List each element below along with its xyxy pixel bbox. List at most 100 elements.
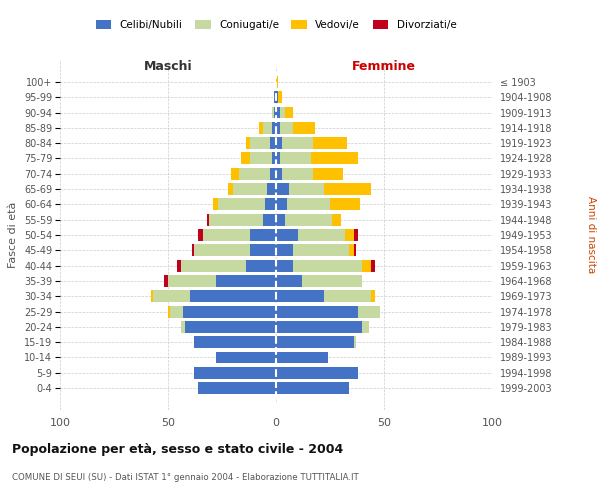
Bar bbox=[276, 76, 278, 88]
Bar bbox=[168, 275, 215, 287]
Bar bbox=[153, 290, 190, 302]
Bar bbox=[302, 275, 362, 287]
Bar bbox=[239, 168, 269, 179]
Bar bbox=[194, 336, 276, 348]
Bar bbox=[215, 352, 276, 364]
Bar bbox=[276, 229, 298, 241]
Bar bbox=[209, 214, 263, 226]
Bar bbox=[293, 244, 349, 256]
Bar bbox=[280, 122, 293, 134]
Bar bbox=[311, 152, 358, 164]
Bar bbox=[289, 183, 323, 195]
Bar bbox=[151, 290, 153, 302]
Bar bbox=[298, 229, 345, 241]
Bar bbox=[276, 137, 283, 149]
Bar bbox=[349, 244, 354, 256]
Bar bbox=[276, 214, 284, 226]
Bar bbox=[362, 260, 371, 272]
Bar bbox=[276, 91, 278, 103]
Text: Femmine: Femmine bbox=[352, 60, 416, 72]
Bar bbox=[263, 214, 276, 226]
Bar bbox=[354, 336, 356, 348]
Legend: Celibi/Nubili, Coniugati/e, Vedovi/e, Divorziati/e: Celibi/Nubili, Coniugati/e, Vedovi/e, Di… bbox=[95, 20, 457, 30]
Bar bbox=[284, 214, 332, 226]
Text: COMUNE DI SEUI (SU) - Dati ISTAT 1° gennaio 2004 - Elaborazione TUTTITALIA.IT: COMUNE DI SEUI (SU) - Dati ISTAT 1° genn… bbox=[12, 472, 359, 482]
Bar bbox=[276, 275, 302, 287]
Bar bbox=[269, 168, 276, 179]
Bar bbox=[358, 306, 380, 318]
Bar bbox=[276, 168, 283, 179]
Bar bbox=[287, 198, 330, 210]
Bar bbox=[362, 321, 369, 333]
Bar bbox=[276, 106, 280, 118]
Bar bbox=[185, 321, 276, 333]
Bar bbox=[283, 137, 313, 149]
Bar bbox=[313, 168, 343, 179]
Bar bbox=[330, 198, 360, 210]
Bar bbox=[284, 106, 293, 118]
Bar bbox=[190, 290, 276, 302]
Bar bbox=[246, 137, 250, 149]
Bar bbox=[274, 106, 276, 118]
Bar bbox=[371, 260, 376, 272]
Y-axis label: Fasce di età: Fasce di età bbox=[8, 202, 19, 268]
Bar bbox=[168, 306, 170, 318]
Bar bbox=[164, 275, 168, 287]
Bar bbox=[280, 106, 284, 118]
Bar bbox=[269, 137, 276, 149]
Bar bbox=[265, 198, 276, 210]
Bar bbox=[276, 198, 287, 210]
Bar bbox=[263, 122, 272, 134]
Bar bbox=[276, 382, 349, 394]
Bar bbox=[230, 168, 239, 179]
Bar bbox=[276, 183, 289, 195]
Bar bbox=[276, 152, 280, 164]
Bar bbox=[276, 352, 328, 364]
Bar bbox=[276, 290, 323, 302]
Bar bbox=[323, 183, 371, 195]
Bar bbox=[250, 152, 272, 164]
Bar bbox=[218, 198, 265, 210]
Bar bbox=[241, 152, 250, 164]
Bar bbox=[272, 122, 276, 134]
Bar bbox=[229, 183, 233, 195]
Bar bbox=[332, 214, 341, 226]
Bar bbox=[192, 244, 194, 256]
Bar bbox=[194, 244, 250, 256]
Bar bbox=[371, 290, 376, 302]
Bar bbox=[194, 367, 276, 379]
Bar bbox=[280, 152, 311, 164]
Bar bbox=[293, 260, 362, 272]
Bar bbox=[203, 229, 250, 241]
Bar bbox=[276, 367, 358, 379]
Bar bbox=[276, 321, 362, 333]
Bar bbox=[207, 214, 209, 226]
Bar bbox=[250, 244, 276, 256]
Bar bbox=[250, 137, 269, 149]
Bar bbox=[276, 260, 293, 272]
Bar bbox=[323, 290, 371, 302]
Bar bbox=[276, 244, 293, 256]
Bar bbox=[276, 336, 354, 348]
Bar bbox=[278, 91, 283, 103]
Bar bbox=[246, 260, 276, 272]
Bar bbox=[345, 229, 354, 241]
Bar bbox=[198, 229, 203, 241]
Bar bbox=[176, 260, 181, 272]
Bar bbox=[293, 122, 315, 134]
Bar bbox=[181, 321, 185, 333]
Bar bbox=[354, 244, 356, 256]
Bar bbox=[250, 229, 276, 241]
Bar bbox=[215, 275, 276, 287]
Bar bbox=[274, 91, 276, 103]
Text: Popolazione per età, sesso e stato civile - 2004: Popolazione per età, sesso e stato civil… bbox=[12, 442, 343, 456]
Bar bbox=[214, 198, 218, 210]
Bar bbox=[276, 306, 358, 318]
Bar bbox=[170, 306, 183, 318]
Bar bbox=[183, 306, 276, 318]
Bar bbox=[354, 229, 358, 241]
Bar bbox=[181, 260, 246, 272]
Bar bbox=[268, 183, 276, 195]
Bar bbox=[198, 382, 276, 394]
Bar bbox=[259, 122, 263, 134]
